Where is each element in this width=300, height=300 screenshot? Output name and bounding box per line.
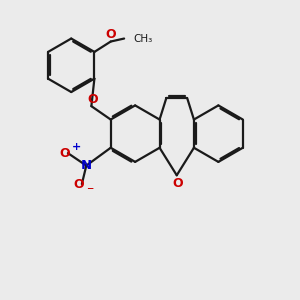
Text: O: O — [105, 28, 116, 41]
Text: N: N — [81, 159, 92, 172]
Text: O: O — [59, 147, 70, 160]
Text: +: + — [72, 142, 81, 152]
Text: ⁻: ⁻ — [86, 184, 94, 199]
Text: O: O — [172, 177, 183, 190]
Text: O: O — [73, 178, 84, 190]
Text: O: O — [88, 93, 98, 106]
Text: CH₃: CH₃ — [134, 34, 153, 44]
